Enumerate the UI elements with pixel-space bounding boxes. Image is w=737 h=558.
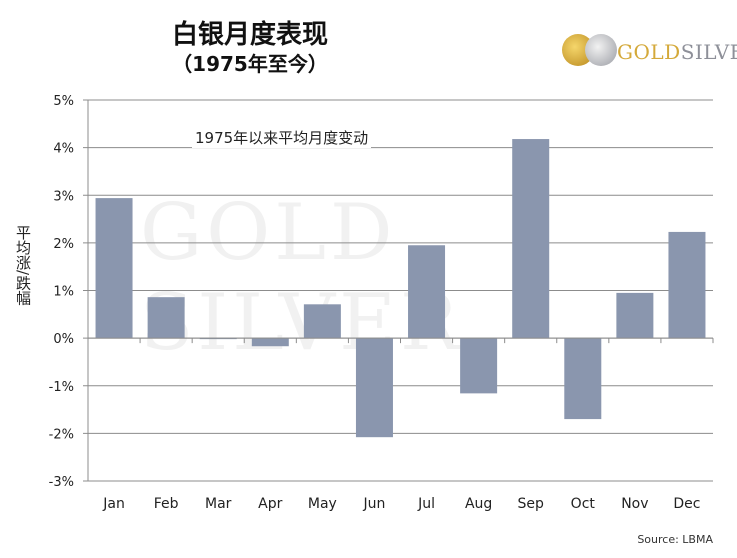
bar-jul <box>408 245 446 339</box>
x-tick-label: Mar <box>205 496 232 512</box>
y-axis-label: 平均涨/跌幅 <box>14 225 32 306</box>
bar-aug <box>460 338 498 394</box>
chart-subtitle: （1975年至今） <box>172 52 328 76</box>
y-tick-label: 2% <box>53 237 74 252</box>
bar-jun <box>355 338 393 438</box>
x-tick-label: Nov <box>621 496 648 512</box>
bar-nov <box>616 292 654 339</box>
x-tick-label: Apr <box>258 496 282 512</box>
chart-title: 白银月度表现 <box>171 20 328 50</box>
logo-gold-text: GOLD <box>617 40 681 64</box>
bar-apr <box>251 338 289 347</box>
x-tick-label: Oct <box>571 496 596 512</box>
x-tick-label: Feb <box>154 496 179 512</box>
x-tick-label: Jun <box>363 496 386 512</box>
x-tick-label: Dec <box>673 496 700 512</box>
watermark: GOLD SILVER <box>140 188 463 368</box>
y-tick-label: -1% <box>49 380 74 395</box>
bar-oct <box>564 338 602 420</box>
chart-annotation: 1975年以来平均月度变动 <box>192 127 372 148</box>
bar-may <box>303 304 341 339</box>
bar-dec <box>668 231 706 339</box>
y-tick-label: 4% <box>53 142 74 157</box>
x-tick-label: Sep <box>518 496 545 512</box>
y-tick-label: 3% <box>53 189 74 204</box>
bar-sep <box>512 139 550 339</box>
bar-feb <box>147 297 185 339</box>
source-note: Source: LBMA <box>637 533 713 546</box>
x-tick-label: May <box>308 496 337 512</box>
y-tick-label: 0% <box>53 332 74 347</box>
y-tick-label: -3% <box>49 475 74 490</box>
bar-jan <box>95 198 133 339</box>
x-tick-label: Jan <box>102 496 125 512</box>
silver-coin-icon <box>585 34 617 66</box>
x-tick-label: Aug <box>465 496 492 512</box>
x-tick-label: Jul <box>417 496 435 512</box>
y-tick-label: 1% <box>53 285 74 300</box>
y-tick-label: 5% <box>53 94 74 109</box>
y-tick-label: -2% <box>49 427 74 442</box>
logo-silver-text: SILVER <box>680 40 737 64</box>
